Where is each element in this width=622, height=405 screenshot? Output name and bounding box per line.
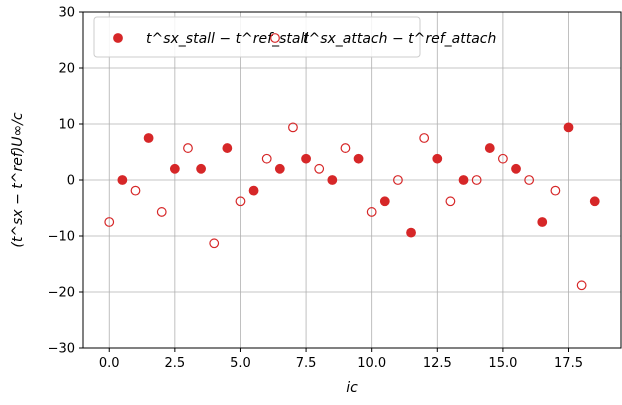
stall-point (353, 153, 364, 164)
attach-point (471, 175, 482, 185)
stall-point (274, 163, 285, 174)
x-tick-label: 2.5 (165, 356, 186, 371)
legend-box (93, 16, 421, 58)
y-tick-label: 0 (67, 174, 75, 189)
stall-point (589, 196, 600, 207)
attach-point (445, 196, 456, 207)
attach-point (576, 280, 587, 291)
legend-label-attach: t^sx_attach − t^ref_attach (303, 31, 496, 47)
stall-point (432, 153, 443, 164)
attach-point (104, 217, 115, 227)
x-tick-label: 7.5 (296, 356, 317, 371)
x-tick-label: 10.0 (357, 356, 386, 371)
stall-point (484, 143, 495, 153)
stall-point (537, 217, 548, 227)
x-tick-label: 5.0 (230, 356, 251, 371)
axes-layer: 0.0 2.5 5.0 7.5 10.0 12.5 15.0 17.5 −30 −20 −10 0 10… (10, 6, 622, 396)
stall-point (511, 163, 521, 174)
x-tick-label: 12.5 (423, 356, 452, 371)
stall-point (379, 196, 390, 207)
x-tick-label: 15.0 (488, 356, 517, 371)
legend-label-stall: t^sx_stall − t^ref_stall (146, 31, 308, 47)
points-layer (104, 122, 600, 291)
stall-point (327, 175, 338, 185)
attach-point (261, 153, 272, 164)
stall-point (563, 122, 574, 133)
x-axis-label: ic (346, 380, 358, 396)
y-tick-label: 20 (58, 62, 75, 77)
attach-point (550, 185, 561, 196)
grid-layer (83, 11, 621, 349)
attach-point (130, 185, 141, 196)
x-tick-label: 17.5 (554, 356, 583, 371)
stall-point (169, 163, 180, 174)
attach-point (235, 196, 246, 207)
stall-point (117, 175, 128, 185)
y-axis-label: (t^sx − t^ref)U∞/c (10, 112, 26, 247)
attach-point (314, 163, 325, 174)
y-tick-label: −10 (48, 230, 75, 245)
y-tick-label: 10 (58, 118, 75, 133)
attach-point (498, 153, 508, 164)
y-tick-label: −30 (48, 342, 75, 357)
legend-marker-stall (113, 33, 123, 43)
y-tick-label: −20 (48, 286, 75, 301)
stall-point (143, 133, 154, 143)
stall-point (222, 143, 233, 153)
attach-point (156, 207, 167, 217)
stall-point (406, 227, 416, 238)
attach-point (340, 143, 351, 153)
attach-point (183, 143, 193, 153)
stall-point (301, 153, 311, 164)
attach-point (393, 175, 403, 185)
attach-point (419, 133, 430, 143)
legend-marker-attach (270, 33, 280, 43)
stall-point (458, 175, 469, 185)
attach-point (288, 122, 298, 133)
x-tick-label: 0.0 (99, 356, 120, 371)
attach-point (366, 207, 377, 217)
y-tick-label: 30 (58, 6, 75, 21)
attach-point (524, 175, 535, 185)
attach-point (209, 238, 220, 249)
stall-point (196, 163, 206, 174)
stall-point (248, 185, 259, 196)
